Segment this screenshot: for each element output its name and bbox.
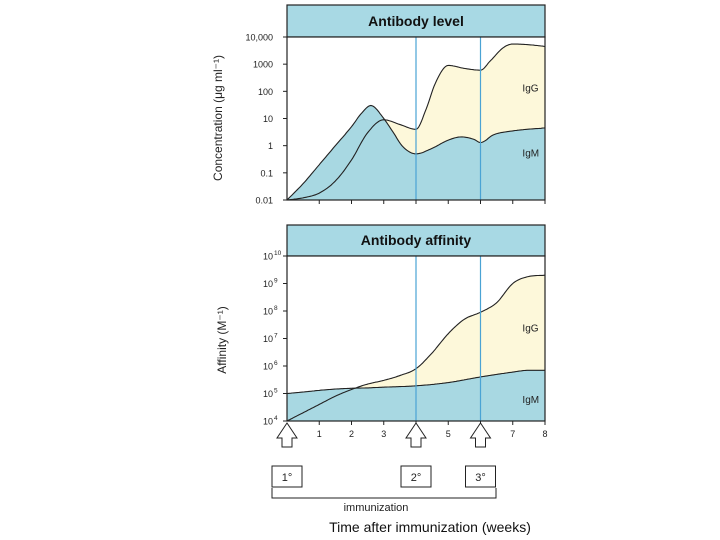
immunization-arrow [405, 422, 427, 448]
y-tick-exponent: 7 [274, 333, 278, 340]
immunization-bracket [271, 488, 497, 499]
y-tick-label: 10 [263, 114, 273, 124]
y-tick-label: 0.1 [260, 168, 273, 178]
immunization-arrow [276, 422, 298, 448]
panel-header [286, 4, 546, 38]
y-tick-label: 100 [258, 87, 273, 97]
x-tick-label: 7 [510, 429, 515, 439]
immunization-arrow [469, 422, 492, 448]
antibody-level-panel: Antibody level IgG IgM 0.01 0.1 1 10 100 1000 10… [211, 4, 546, 206]
area-label: IgG [522, 83, 538, 94]
x-axis-title: Time after immunization (weeks) [329, 519, 531, 535]
immunization-markers: 1° 2° 3° [271, 422, 496, 488]
area-label: IgM [522, 148, 539, 159]
immunization-box-label: 2° [411, 472, 422, 484]
immunization-box-label: 1° [282, 472, 293, 484]
y-tick-label: 10 [263, 334, 273, 344]
panel-title: Antibody level [368, 13, 464, 29]
y-axis-label: Concentration (μg ml⁻¹) [211, 55, 225, 181]
immunization-label: immunization [344, 502, 409, 514]
y-tick-label: 10 [263, 307, 273, 317]
area-label: IgG [522, 323, 538, 334]
plot-area: IgG IgM 0.01 0.1 1 10 100 1000 10,000 [245, 33, 546, 206]
y-tick-exponent: 8 [274, 305, 278, 312]
x-tick-label: 1 [317, 429, 322, 439]
y-tick-label: 10 [263, 252, 273, 262]
y-tick-label: 10,000 [245, 33, 273, 43]
y-tick-label: 10 [263, 362, 273, 372]
panel-header [286, 224, 546, 257]
immunization-box [271, 465, 303, 488]
x-tick-label: 2 [349, 429, 354, 439]
y-tick-label: 10 [263, 417, 273, 427]
y-tick-exponent: 4 [274, 415, 278, 422]
y-tick-exponent: 5 [274, 388, 278, 395]
y-tick-exponent: 10 [274, 250, 282, 257]
y-tick-label: 1 [268, 141, 273, 151]
y-tick-exponent: 6 [274, 360, 278, 367]
y-tick-label: 1000 [253, 60, 273, 70]
y-tick-label: 10 [263, 389, 273, 399]
plot-area: IgGIgM104105106107108109101012345678 [263, 250, 548, 439]
y-tick-label: 0.01 [255, 196, 273, 206]
x-tick-label: 3 [381, 429, 386, 439]
immunization-box-label: 3° [475, 472, 486, 484]
y-tick-exponent: 9 [274, 278, 278, 285]
panel-title: Antibody affinity [361, 232, 472, 248]
immunization-box [465, 465, 496, 488]
immunization-box [400, 465, 432, 488]
y-tick-label: 10 [263, 279, 273, 289]
x-tick-label: 5 [446, 429, 451, 439]
y-axis-label: Affinity (M⁻¹) [215, 306, 229, 373]
x-tick-label: 8 [542, 429, 547, 439]
area-label: IgM [522, 395, 539, 406]
